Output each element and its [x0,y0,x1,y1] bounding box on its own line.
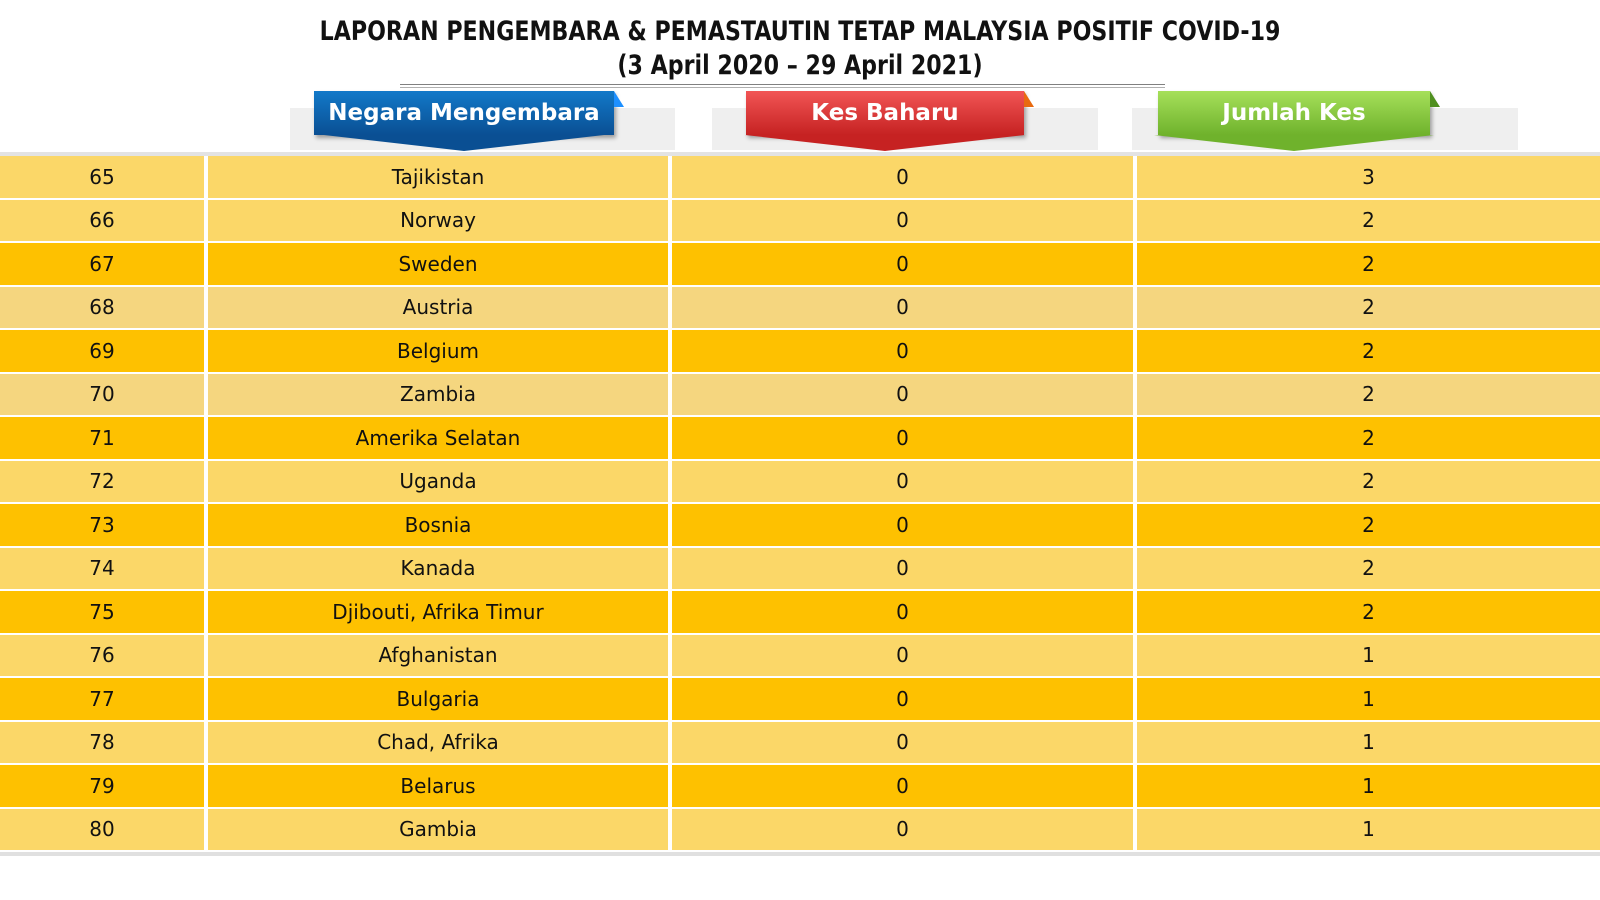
new-cases: 0 [672,634,1137,676]
row-number: 72 [0,460,208,502]
header-negara-fold [614,91,624,107]
country-name: Gambia [208,808,672,850]
country-name: Austria [208,286,672,328]
total-cases: 1 [1137,721,1600,763]
new-cases: 0 [672,808,1137,850]
country-name: Bulgaria [208,678,672,720]
row-number: 78 [0,721,208,763]
table-bottom-shadow [0,852,1600,856]
total-cases: 1 [1137,678,1600,720]
total-cases: 3 [1137,156,1600,198]
new-cases: 0 [672,721,1137,763]
total-cases: 1 [1137,634,1600,676]
header-negara-label: Negara Mengembara [328,100,600,126]
country-name: Bosnia [208,504,672,546]
table-row: 79 Belarus 0 1 [0,765,1600,809]
new-cases: 0 [672,504,1137,546]
country-name: Djibouti, Afrika Timur [208,591,672,633]
country-name: Kanada [208,547,672,589]
header-jumlah-kes-pointer [1154,135,1434,151]
table-row: 71 Amerika Selatan 0 2 [0,417,1600,461]
header-kes-baharu-fold [1024,91,1034,107]
row-number: 80 [0,808,208,850]
new-cases: 0 [672,591,1137,633]
table-row: 70 Zambia 0 2 [0,373,1600,417]
new-cases: 0 [672,678,1137,720]
header-negara-mengembara: Negara Mengembara [314,91,624,151]
total-cases: 2 [1137,591,1600,633]
table-row: 66 Norway 0 2 [0,199,1600,243]
table-row: 77 Bulgaria 0 1 [0,678,1600,722]
header-jumlah-kes-label: Jumlah Kes [1222,100,1366,126]
total-cases: 2 [1137,504,1600,546]
table-row: 73 Bosnia 0 2 [0,504,1600,548]
table-row: 78 Chad, Afrika 0 1 [0,721,1600,765]
new-cases: 0 [672,330,1137,372]
new-cases: 0 [672,199,1137,241]
table-row: 76 Afghanistan 0 1 [0,634,1600,678]
total-cases: 2 [1137,547,1600,589]
country-name: Sweden [208,243,672,285]
row-number: 76 [0,634,208,676]
row-number: 68 [0,286,208,328]
header-jumlah-kes-fold [1430,91,1440,107]
country-name: Chad, Afrika [208,721,672,763]
country-name: Zambia [208,373,672,415]
row-number: 73 [0,504,208,546]
report-date-range: (3 April 2020 – 29 April 2021) [617,50,983,81]
title-underline [400,84,1165,85]
report-title: LAPORAN PENGEMBARA & PEMASTAUTIN TETAP M… [319,16,1281,47]
table-row: 65 Tajikistan 0 3 [0,156,1600,200]
new-cases: 0 [672,286,1137,328]
new-cases: 0 [672,765,1137,807]
row-number: 65 [0,156,208,198]
total-cases: 2 [1137,373,1600,415]
row-number: 75 [0,591,208,633]
row-number: 70 [0,373,208,415]
header-jumlah-kes: Jumlah Kes [1154,91,1440,151]
country-name: Afghanistan [208,634,672,676]
country-name: Belgium [208,330,672,372]
header-negara-pointer [324,135,604,151]
row-number: 77 [0,678,208,720]
table-row: 75 Djibouti, Afrika Timur 0 2 [0,591,1600,635]
header-kes-baharu: Kes Baharu [745,91,1034,151]
country-name: Tajikistan [208,156,672,198]
table-row: 68 Austria 0 2 [0,286,1600,330]
row-number: 69 [0,330,208,372]
cases-table: 65 Tajikistan 0 3 66 Norway 0 2 67 Sweden 0 2 68 Aust… [0,152,1600,852]
row-number: 71 [0,417,208,459]
table-row: 69 Belgium 0 2 [0,330,1600,374]
total-cases: 2 [1137,460,1600,502]
row-number: 79 [0,765,208,807]
header-kes-baharu-label: Kes Baharu [811,100,959,126]
total-cases: 2 [1137,199,1600,241]
total-cases: 1 [1137,765,1600,807]
country-name: Norway [208,199,672,241]
total-cases: 2 [1137,286,1600,328]
total-cases: 1 [1137,808,1600,850]
new-cases: 0 [672,243,1137,285]
total-cases: 2 [1137,243,1600,285]
row-number: 66 [0,199,208,241]
country-name: Belarus [208,765,672,807]
table-row: 72 Uganda 0 2 [0,460,1600,504]
new-cases: 0 [672,156,1137,198]
title-underline-secondary [400,87,1165,88]
table-row: 67 Sweden 0 2 [0,243,1600,287]
total-cases: 2 [1137,417,1600,459]
total-cases: 2 [1137,330,1600,372]
new-cases: 0 [672,460,1137,502]
new-cases: 0 [672,547,1137,589]
new-cases: 0 [672,373,1137,415]
table-row: 80 Gambia 0 1 [0,808,1600,852]
header-kes-baharu-pointer [745,135,1025,151]
country-name: Amerika Selatan [208,417,672,459]
new-cases: 0 [672,417,1137,459]
country-name: Uganda [208,460,672,502]
table-row: 74 Kanada 0 2 [0,547,1600,591]
row-number: 74 [0,547,208,589]
row-number: 67 [0,243,208,285]
